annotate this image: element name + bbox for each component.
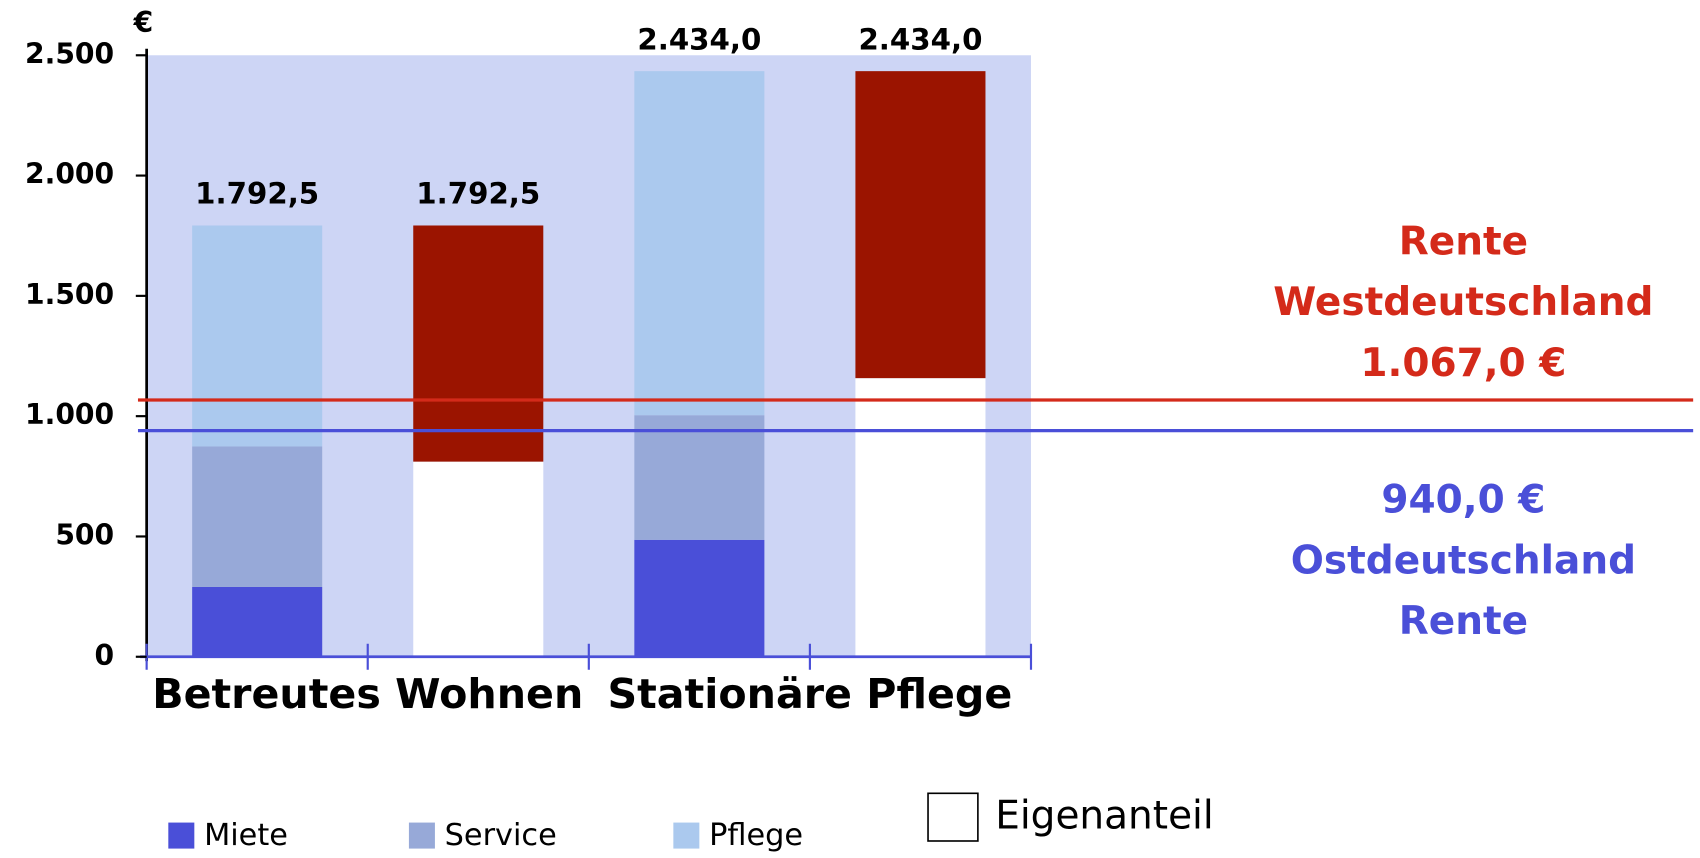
y-tick-label: 1.000 — [25, 398, 114, 431]
bar-segment — [192, 446, 323, 587]
y-tick-label: 2.000 — [25, 158, 114, 191]
group-label: Stationäre Pflege — [607, 670, 1012, 718]
reference-label: Rente — [1399, 219, 1528, 264]
total-label: 2.434,0 — [858, 22, 982, 56]
legend-label: Eigenanteil — [995, 794, 1214, 839]
group-label: Betreutes Wohnen — [152, 670, 583, 718]
y-tick-label: 1.500 — [25, 278, 114, 311]
y-tick-label: 0 — [95, 639, 115, 672]
legend-swatch — [408, 822, 435, 849]
bar-segment — [634, 71, 765, 416]
legend-swatch — [673, 822, 700, 849]
bar-segment — [634, 539, 765, 657]
legend-swatch — [927, 792, 979, 842]
total-label: 1.792,5 — [195, 177, 319, 211]
bar-segment — [413, 225, 544, 462]
reference-label: 940,0 € — [1381, 478, 1545, 523]
reference-label: Ostdeutschland — [1291, 538, 1636, 583]
total-label: 1.792,5 — [416, 177, 540, 211]
bar-segment — [855, 71, 986, 379]
bar-segment — [855, 378, 986, 657]
legend-swatch — [168, 822, 195, 849]
bar-segment — [192, 586, 323, 657]
y-unit: € — [133, 6, 154, 39]
reference-label: Westdeutschland — [1273, 280, 1653, 325]
bar-segment — [634, 415, 765, 540]
legend-label: Pflege — [709, 818, 803, 853]
bar-segment — [413, 461, 544, 657]
reference-label: Rente — [1399, 599, 1528, 644]
total-label: 2.434,0 — [637, 22, 761, 56]
y-tick-label: 2.500 — [25, 37, 114, 70]
bar-segment — [192, 225, 323, 447]
reference-label: 1.067,0 € — [1360, 341, 1566, 386]
y-tick-label: 500 — [55, 518, 114, 551]
legend-label: Service — [445, 818, 557, 853]
legend-label: Miete — [204, 818, 288, 853]
